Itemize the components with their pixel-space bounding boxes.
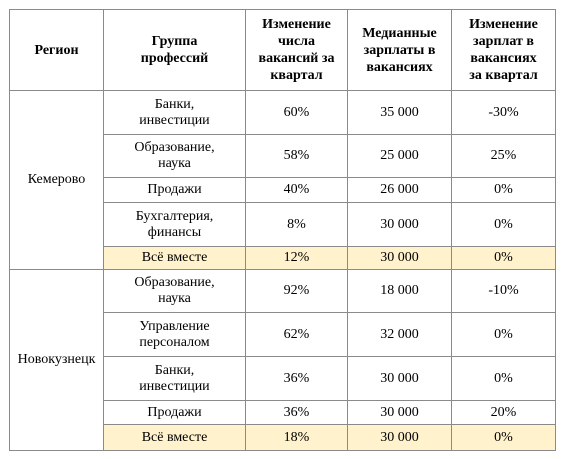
value-cell: 30 000 — [347, 356, 452, 401]
value-cell: -10% — [451, 269, 556, 313]
table-row: Продажи 40% 26 000 0% — [10, 177, 556, 203]
group-cell: Всё вместе — [103, 246, 246, 270]
value-cell: 12% — [245, 246, 348, 270]
group-cell: Продажи — [103, 177, 246, 203]
group-cell: Образование, наука — [103, 269, 246, 313]
value-cell: 36% — [245, 356, 348, 401]
value-cell: 35 000 — [347, 90, 452, 135]
table-row: Управление персоналом 62% 32 000 0% — [10, 312, 556, 357]
value-cell: 32 000 — [347, 312, 452, 357]
table-row: Образование, наука 58% 25 000 25% — [10, 134, 556, 178]
value-cell: 20% — [451, 400, 556, 425]
value-cell: 58% — [245, 134, 348, 178]
value-cell: 36% — [245, 400, 348, 425]
table-row: Новокузнецк Образование, наука 92% 18 000 -1… — [9, 269, 556, 451]
value-cell: 60% — [245, 90, 348, 135]
value-cell: 92% — [245, 269, 348, 313]
value-cell: 18 000 — [347, 269, 452, 313]
value-cell: 30 000 — [347, 202, 452, 247]
table-row: Банки, инвестиции 36% 30 000 0% — [10, 356, 556, 401]
table-row: Бухгалтерия, финансы 8% 30 000 0% — [10, 202, 556, 247]
group-cell: Банки, инвестиции — [103, 356, 246, 401]
data-table: Регион Группа профессий Изменение числа ва… — [9, 9, 556, 451]
value-cell: 30 000 — [347, 400, 452, 425]
header-cell: Группа профессий — [103, 9, 246, 91]
value-cell: 40% — [245, 177, 348, 203]
value-cell: -30% — [451, 90, 556, 135]
value-cell: 62% — [245, 312, 348, 357]
group-cell: Продажи — [103, 400, 246, 425]
header-cell: Медианные зарплаты в вакансиях — [347, 9, 452, 91]
region-cell: Новокузнецк — [9, 269, 104, 451]
table-row: Кемерово Банки, инвестиции 60% 35 000 -30% — [9, 90, 556, 270]
value-cell: 26 000 — [347, 177, 452, 203]
value-cell: 0% — [451, 177, 556, 203]
table-row: Продажи 36% 30 000 20% — [10, 400, 556, 425]
region-cell: Кемерово — [9, 90, 104, 270]
table-row: Всё вместе 12% 30 000 0% — [10, 246, 556, 270]
value-cell: 0% — [451, 356, 556, 401]
table-body: Кемерово Банки, инвестиции 60% 35 000 -30% Об… — [9, 90, 556, 451]
group-cell: Управление персоналом — [103, 312, 246, 357]
value-cell: 18% — [245, 424, 348, 451]
value-cell: 25 000 — [347, 134, 452, 178]
header-cell: Регион — [9, 9, 104, 91]
header-cell: Изменение зарплат в вакансиях за квартал — [451, 9, 556, 91]
header-row: Регион Группа профессий Изменение числа ва… — [9, 9, 556, 91]
value-cell: 0% — [451, 202, 556, 247]
value-cell: 30 000 — [347, 246, 452, 270]
value-cell: 0% — [451, 246, 556, 270]
group-cell: Образование, наука — [103, 134, 246, 178]
group-cell: Банки, инвестиции — [103, 90, 246, 135]
value-cell: 0% — [451, 312, 556, 357]
header-cell: Изменение числа вакансий за квартал — [245, 9, 348, 91]
value-cell: 30 000 — [347, 424, 452, 451]
value-cell: 0% — [451, 424, 556, 451]
value-cell: 25% — [451, 134, 556, 178]
table-row: Всё вместе 18% 30 000 0% — [10, 424, 556, 451]
group-cell: Всё вместе — [103, 424, 246, 451]
group-cell: Бухгалтерия, финансы — [103, 202, 246, 247]
value-cell: 8% — [245, 202, 348, 247]
